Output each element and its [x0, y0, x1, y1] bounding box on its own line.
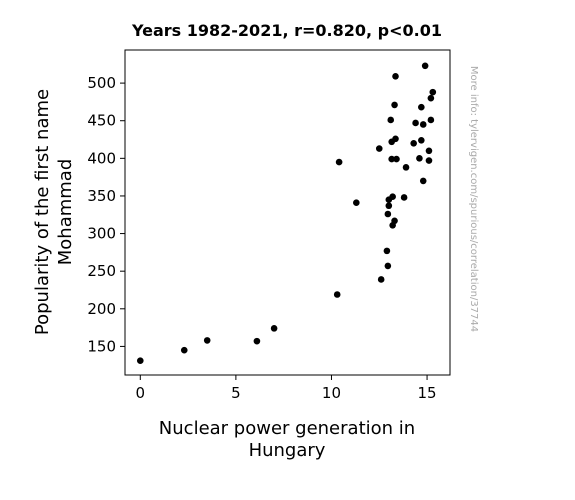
x-tick-label: 0 — [136, 384, 146, 402]
data-point — [253, 337, 261, 345]
data-point — [418, 103, 425, 111]
data-point — [416, 155, 423, 162]
plot-frame — [124, 49, 451, 376]
data-point — [392, 135, 399, 143]
data-point — [391, 217, 398, 225]
x-axis-label-line-1: Nuclear power generation in — [159, 418, 415, 439]
data-point — [418, 136, 425, 144]
y-axis-label-line-2: Mohammad — [55, 159, 76, 266]
data-point — [402, 164, 410, 171]
y-tick-label: 450 — [87, 112, 116, 130]
data-point — [136, 357, 144, 365]
data-point — [429, 88, 437, 96]
x-axis: 0 5 10 15 — [136, 375, 437, 402]
data-point — [270, 325, 278, 332]
data-point — [387, 116, 395, 124]
y-axis: 150 200 250 300 350 400 450 500 — [87, 74, 125, 355]
data-point — [377, 276, 385, 283]
data-point — [389, 193, 396, 201]
x-tick-label: 15 — [418, 384, 437, 402]
data-point — [425, 147, 433, 155]
data-point — [419, 177, 427, 185]
chart-title: Years 1982-2021, r=0.820, p<0.01 — [131, 21, 442, 40]
x-tick-label: 5 — [231, 384, 241, 402]
data-point — [393, 155, 400, 163]
data-point — [427, 116, 435, 124]
data-point — [353, 199, 360, 207]
data-point — [412, 119, 419, 127]
data-point — [384, 210, 392, 218]
data-point — [410, 139, 417, 147]
data-point — [180, 346, 188, 354]
y-axis-label-line-1: Popularity of the first name — [32, 89, 53, 335]
data-point — [400, 194, 408, 201]
data-point — [392, 73, 399, 80]
y-tick-label: 350 — [87, 187, 116, 205]
y-tick-label: 150 — [87, 337, 116, 355]
data-point — [388, 155, 395, 163]
data-point — [421, 62, 429, 70]
x-tick-label: 10 — [322, 384, 341, 402]
data-point — [203, 337, 211, 344]
data-point — [425, 157, 433, 164]
data-point — [385, 202, 393, 210]
data-point — [335, 158, 343, 166]
y-tick-label: 500 — [87, 74, 116, 92]
source-note: More info: tylervigen.com/spurious/corre… — [468, 66, 479, 332]
data-point — [419, 121, 427, 128]
y-tick-label: 250 — [87, 262, 116, 280]
x-axis-label-line-2: Hungary — [249, 440, 326, 461]
data-point — [333, 291, 341, 298]
data-point — [427, 94, 435, 102]
data-points — [136, 62, 437, 365]
data-point — [383, 247, 391, 255]
y-tick-label: 300 — [87, 225, 116, 243]
data-point — [391, 101, 398, 109]
y-tick-label: 200 — [87, 300, 116, 318]
y-tick-label: 400 — [87, 149, 116, 167]
data-point — [384, 262, 392, 270]
data-point — [375, 145, 383, 152]
